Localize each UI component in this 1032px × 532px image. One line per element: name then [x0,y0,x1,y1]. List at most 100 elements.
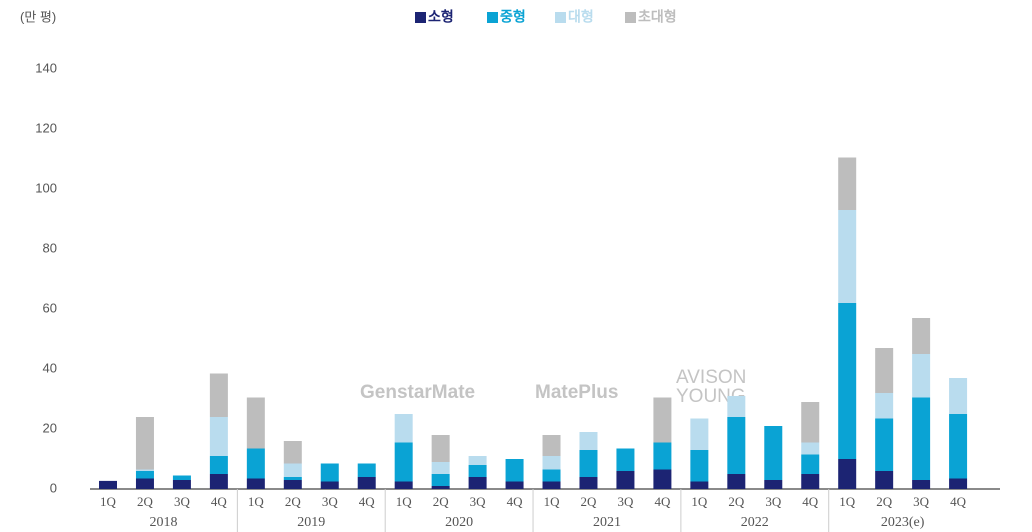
bar-segment [579,450,598,477]
x-tick-label: 1Q [839,494,856,509]
x-tick-label: 3Q [617,494,634,509]
x-tick-label: 3Q [174,494,191,509]
bar-segment [394,414,413,443]
legend-label: 중형 [500,9,526,25]
bar-segment [912,318,931,354]
bar-segment [246,448,265,479]
bar-segment [875,471,894,489]
legend-label: 초대형 [638,9,677,25]
bar-segment [949,378,968,414]
bar-segment [727,474,746,489]
bar-segment [912,397,931,480]
x-tick-label: 1Q [691,494,708,509]
group-label: 2021 [593,515,621,530]
bar-segment [394,442,413,482]
bar-segment [542,456,561,470]
bar-segment [727,396,746,417]
legend-label: 소형 [428,9,454,25]
bar-segment [209,474,228,489]
bar-segment [653,469,672,489]
bar-segment [727,417,746,474]
bar-segment [838,157,857,210]
bar-segment [801,442,820,455]
x-tick-label: 4Q [950,494,967,509]
bar-segment [949,478,968,489]
bar-segment [172,475,191,480]
bar-segment [505,459,524,482]
x-tick-label: 2Q [876,494,893,509]
bar-segment [209,373,228,417]
bar-segment [764,480,783,489]
bar-segment [912,480,931,489]
y-tick-label: 20 [43,420,57,435]
bar-segment [135,469,154,471]
bar-segment [875,418,894,471]
bar-segment [431,486,450,489]
bar-segment [542,435,561,456]
bar-segment [653,442,672,470]
group-label: 2019 [297,515,325,530]
bar-segment [431,462,450,474]
bar-segment [468,456,487,465]
x-tick-label: 1Q [100,494,117,509]
bar-segment [99,480,117,489]
bar-segment [431,435,450,462]
y-tick-label: 120 [35,120,57,135]
bar-segment [468,477,487,489]
x-tick-label: 4Q [654,494,671,509]
group-label: 2020 [445,515,473,530]
x-tick-label: 1Q [544,494,561,509]
bar-segment [135,478,154,489]
bar-segment [764,426,783,480]
bar-segment [838,459,857,489]
y-tick-label: 60 [43,300,57,315]
bar-segment [209,417,228,456]
bar-segment [949,414,968,479]
legend-label: 대형 [568,9,594,25]
bar-segment [690,450,709,482]
x-tick-label: 4Q [802,494,819,509]
bar-segment [875,348,894,393]
bar-segment [357,477,376,489]
bar-segment [801,402,820,443]
unit-label: (만 평) [20,9,56,24]
bar-segment [801,474,820,489]
bar-segment [283,480,302,489]
x-tick-label: 4Q [359,494,376,509]
x-tick-label: 2Q [285,494,302,509]
x-tick-label: 3Q [322,494,339,509]
bar-segment [320,463,339,482]
bar-segment [283,477,302,480]
group-label: 2023(e) [881,515,925,530]
x-tick-label: 2Q [581,494,598,509]
bar-segment [690,481,709,489]
bar-segment [912,354,931,398]
y-tick-label: 100 [35,180,57,195]
bar-segment [801,454,820,474]
bar-segment [838,210,857,303]
watermark: MatePlus [535,382,618,403]
watermark: GenstarMate [360,382,475,403]
bar-segment [838,303,857,459]
bar-segment [468,465,487,477]
bar-segment [283,441,302,464]
x-tick-label: 4Q [211,494,228,509]
y-tick-label: 0 [50,480,57,495]
x-tick-label: 2Q [728,494,745,509]
bar-segment [616,471,635,489]
x-tick-label: 4Q [507,494,524,509]
legend-swatch [415,12,426,23]
bar-segment [431,474,450,486]
bar-segment [283,463,302,477]
bar-segment [394,481,413,489]
bar-segment [172,480,191,489]
x-tick-label: 1Q [248,494,265,509]
group-label: 2022 [741,515,769,530]
x-tick-label: 2Q [137,494,154,509]
x-tick-label: 3Q [913,494,930,509]
bar-segment [579,432,598,450]
bar-segment [209,456,228,474]
y-tick-label: 80 [43,240,57,255]
bar-segment [542,469,561,482]
